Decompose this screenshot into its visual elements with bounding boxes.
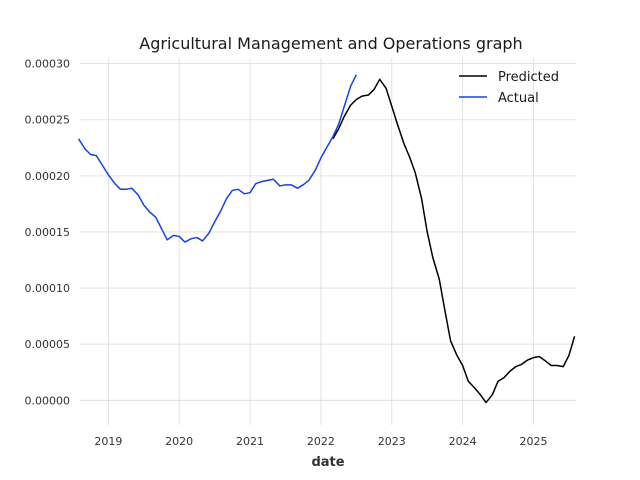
x-tick-label: 2024 xyxy=(449,435,477,448)
legend-label-predicted: Predicted xyxy=(498,70,559,85)
series-line-actual xyxy=(77,74,358,243)
x-axis-label: date xyxy=(311,455,344,470)
y-tick-label: 0.00030 xyxy=(25,58,71,71)
y-tick-label: 0.00025 xyxy=(25,114,71,127)
x-tick-label: 2019 xyxy=(94,435,122,448)
x-tick-label: 2022 xyxy=(307,435,335,448)
series-line-predicted xyxy=(332,78,576,404)
y-tick-label: 0.00015 xyxy=(25,226,71,239)
series-group xyxy=(77,74,576,404)
y-tick-label: 0.00010 xyxy=(25,282,71,295)
y-tick-label: 0.00005 xyxy=(25,338,71,351)
legend: Predicted Actual xyxy=(459,70,559,106)
x-tick-label: 2023 xyxy=(378,435,406,448)
y-tick-label: 0.00020 xyxy=(25,170,71,183)
x-tick-label: 2021 xyxy=(236,435,264,448)
x-axis-ticks: 2019 2020 2021 2022 2023 2024 2025 xyxy=(94,435,547,448)
y-tick-label: 0.00000 xyxy=(25,394,71,407)
x-tick-label: 2020 xyxy=(165,435,193,448)
grid xyxy=(80,58,576,425)
chart-title: Agricultural Management and Operations g… xyxy=(139,34,522,53)
x-tick-label: 2025 xyxy=(519,435,547,448)
legend-label-actual: Actual xyxy=(498,91,539,106)
y-axis-ticks: 0.00000 0.00005 0.00010 0.00015 0.00020 0.000… xyxy=(25,58,71,408)
